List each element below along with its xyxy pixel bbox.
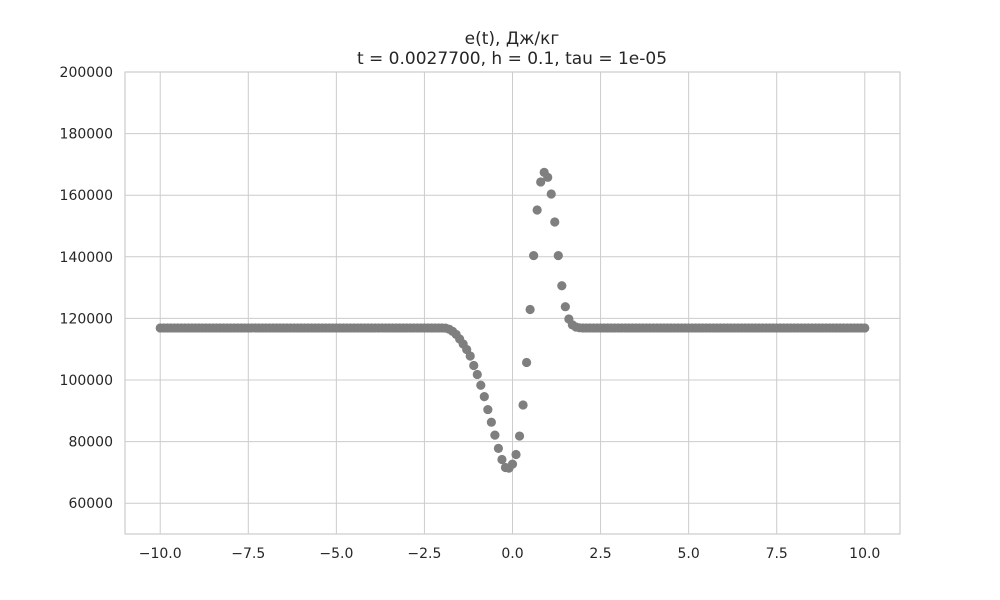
data-point — [511, 449, 521, 460]
x-tick-label: 5.0 — [678, 546, 700, 562]
y-tick-label: 60000 — [68, 496, 113, 512]
x-tick-label: 2.5 — [589, 546, 611, 562]
data-point — [546, 189, 556, 199]
data-point — [514, 431, 525, 441]
data-point — [465, 351, 475, 361]
x-tick-label: 0.0 — [501, 546, 523, 562]
x-tick-label: −2.5 — [407, 546, 441, 562]
data-point — [472, 369, 482, 380]
x-tick-label: −5.0 — [319, 546, 353, 562]
y-tick-label: 180000 — [60, 127, 113, 143]
data-point — [490, 430, 500, 440]
y-tick-label: 120000 — [60, 311, 113, 327]
y-tick-label: 160000 — [60, 188, 113, 204]
data-point — [543, 172, 553, 182]
data-point — [536, 177, 546, 187]
data-point — [550, 217, 560, 227]
x-tick-label: 10.0 — [849, 546, 880, 562]
data-point — [860, 323, 870, 333]
data-point — [525, 304, 535, 315]
y-tick-label: 80000 — [68, 435, 113, 451]
data-point — [560, 302, 570, 312]
data-point — [529, 250, 539, 261]
y-tick-label: 140000 — [60, 250, 113, 266]
data-point — [469, 360, 479, 371]
chart-title: e(t), Дж/кг — [465, 29, 560, 49]
y-axis-ticks: 60000 80000 100000 120000 140000 160000 180000… — [60, 65, 113, 512]
data-point — [557, 281, 567, 291]
data-point — [476, 380, 486, 390]
x-tick-label: 7.5 — [766, 546, 788, 562]
y-tick-label: 100000 — [60, 373, 113, 389]
x-tick-label: −10.0 — [139, 546, 182, 562]
data-point — [518, 400, 528, 410]
data-point — [479, 392, 489, 402]
plot-area-frame — [124, 71, 901, 535]
y-tick-label: 200000 — [60, 65, 113, 81]
data-point — [507, 459, 518, 469]
data-point — [483, 404, 493, 415]
data-point — [493, 443, 504, 453]
x-tick-label: −7.5 — [231, 546, 265, 562]
x-axis-ticks: −10.0 −7.5 −5.0 −2.5 0.0 2.5 5.0 7.5 10.0 — [139, 546, 881, 562]
chart-subtitle: t = 0.0027700, h = 0.1, tau = 1e-05 — [357, 49, 667, 69]
data-point — [497, 454, 507, 465]
data-points — [155, 167, 870, 473]
data-point — [486, 417, 496, 427]
data-point — [521, 357, 532, 368]
data-point — [532, 205, 542, 215]
data-point — [553, 250, 563, 261]
